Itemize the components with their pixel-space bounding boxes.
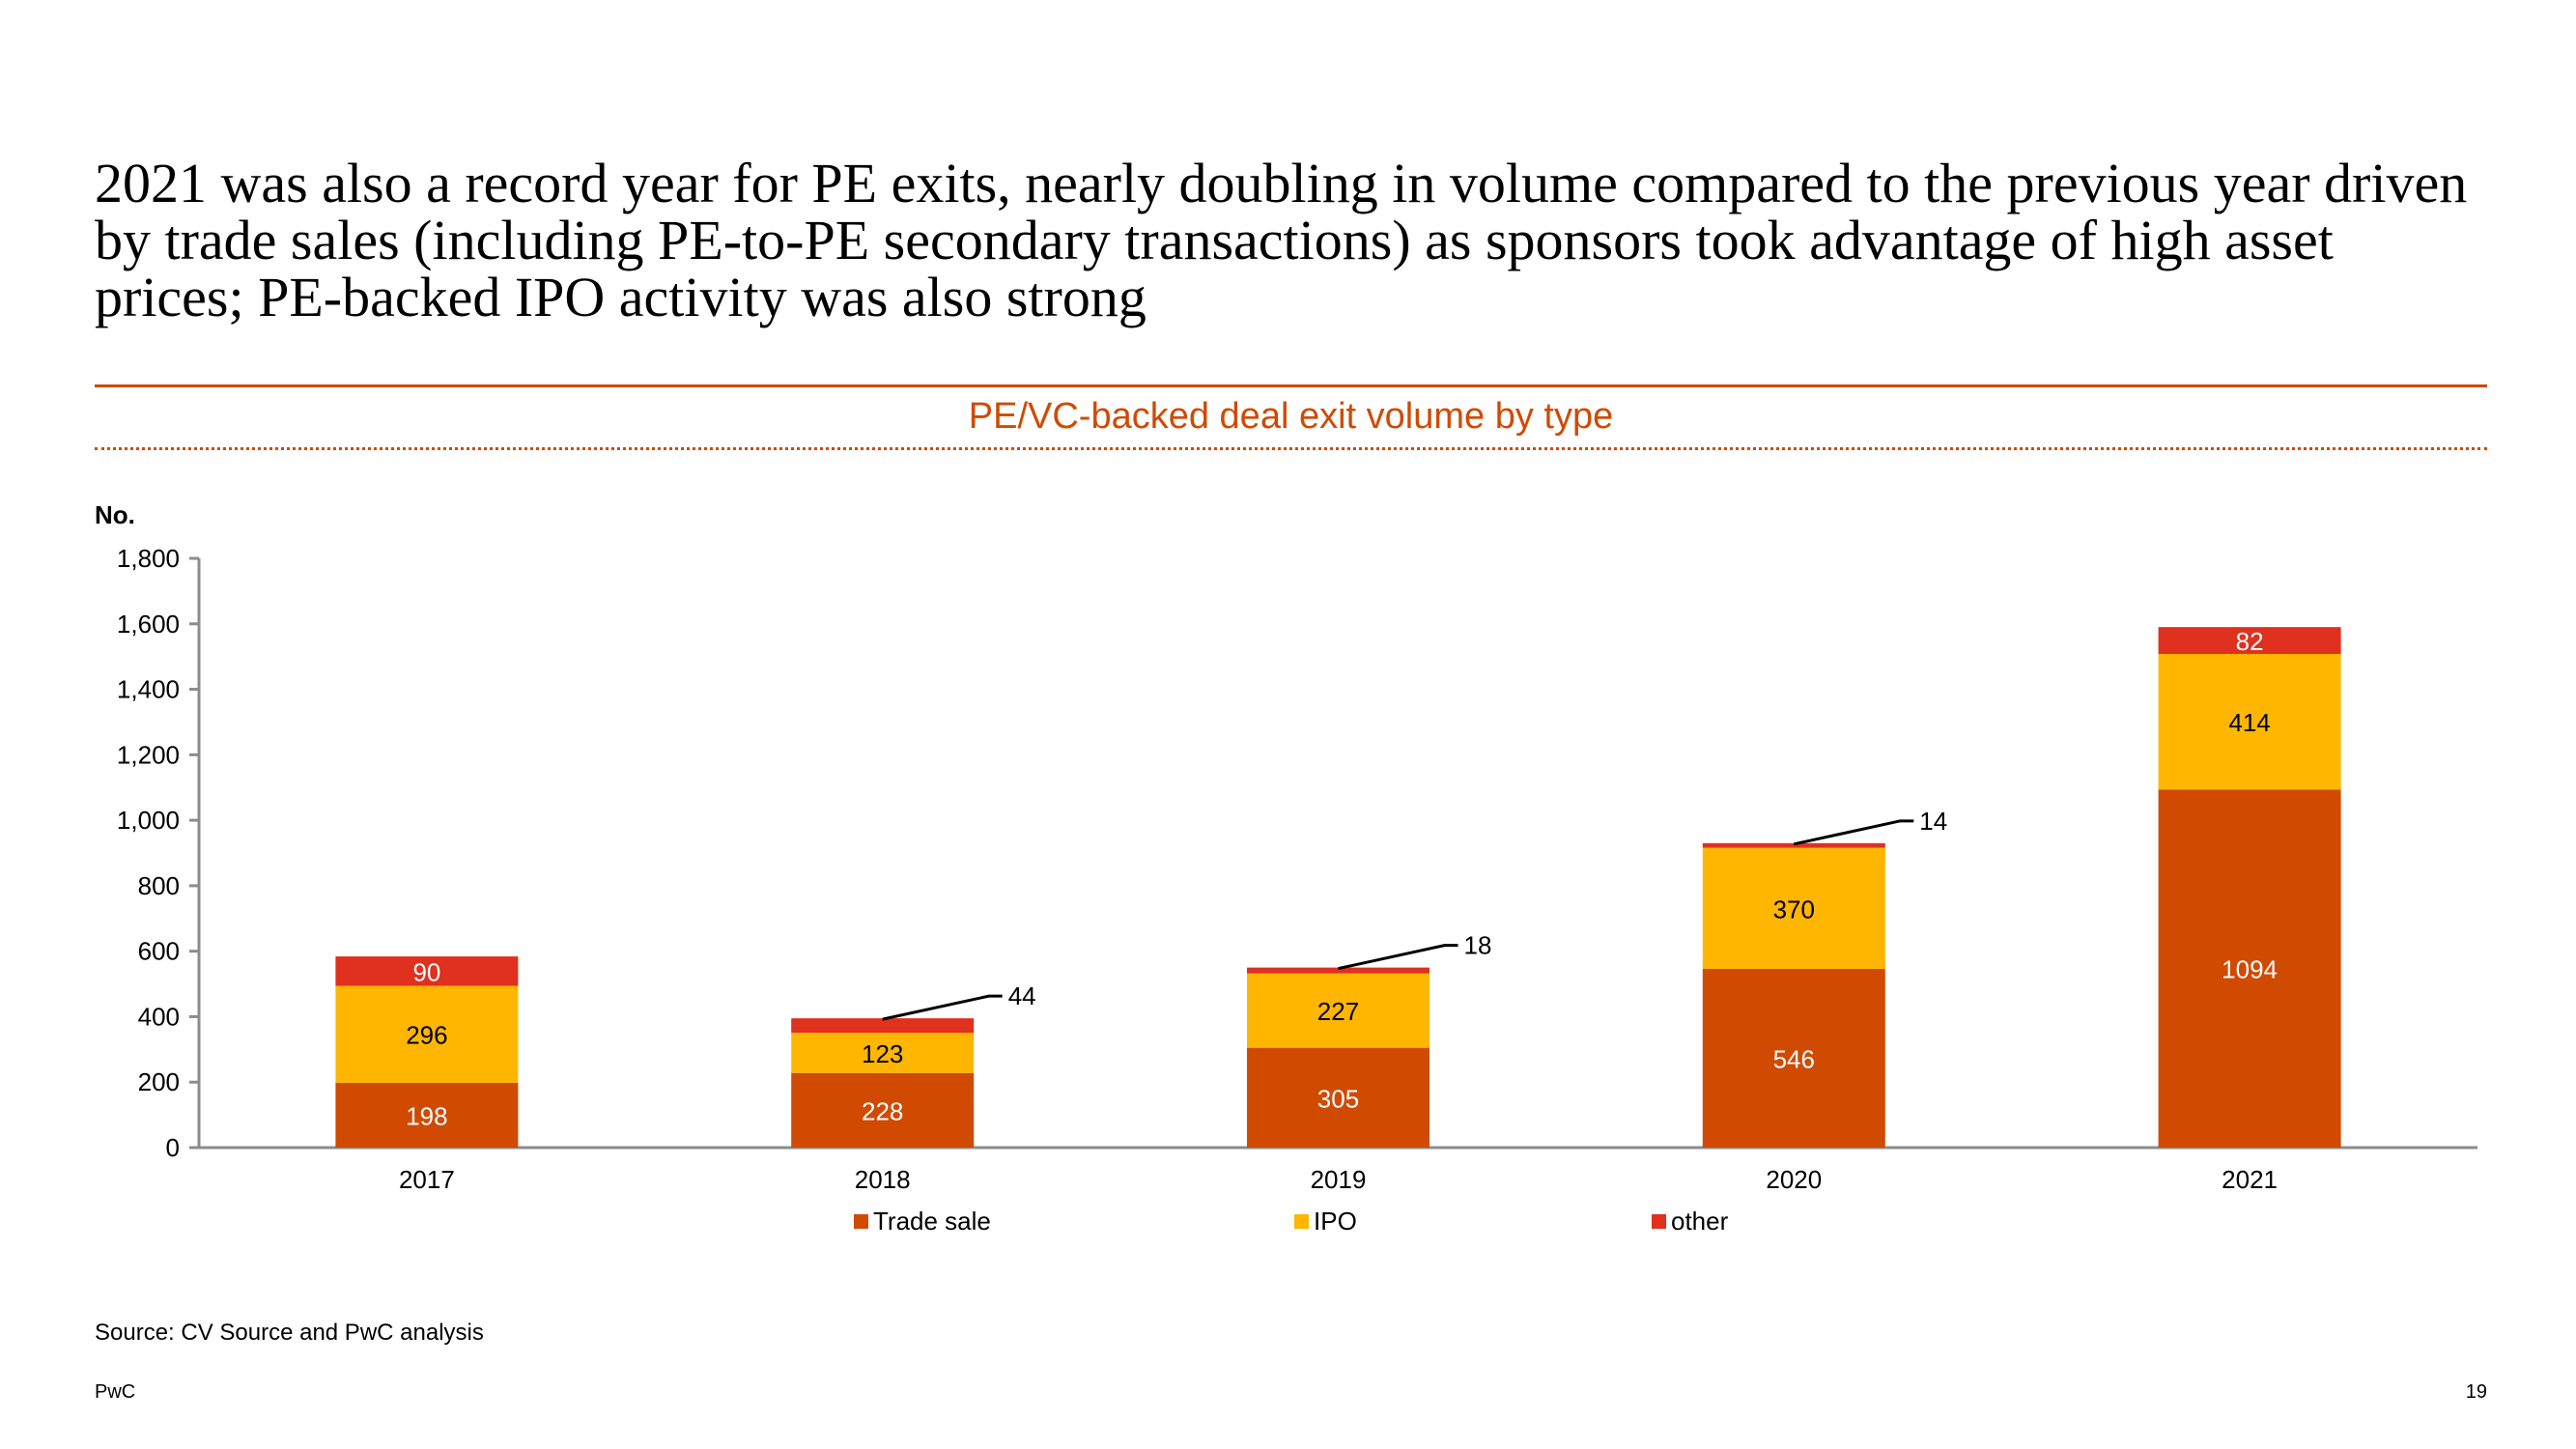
legend-swatch	[854, 1214, 868, 1229]
bar-segment-trade-sale	[791, 1072, 975, 1148]
data-label: 90	[412, 957, 440, 986]
leader-line	[1793, 819, 1914, 846]
y-tick-label: 1,800	[117, 544, 180, 573]
x-tick-label: 2017	[399, 1165, 455, 1194]
data-label: 227	[1317, 997, 1359, 1026]
bar-segment-ipo	[1247, 973, 1430, 1048]
data-label: 82	[2236, 627, 2264, 656]
data-label: 414	[2228, 708, 2270, 737]
y-tick-label: 1,400	[117, 675, 180, 704]
x-tick-label: 2019	[1311, 1165, 1367, 1194]
x-tick-label: 2021	[2222, 1165, 2278, 1194]
data-label: 14	[1919, 807, 1947, 836]
bar-segment-other	[791, 1018, 975, 1034]
legend-label: Trade sale	[873, 1207, 991, 1236]
leader-line	[882, 994, 1003, 1021]
legend-label: other	[1671, 1207, 1729, 1236]
chart-legend: Trade sale IPO other	[854, 1207, 1729, 1236]
y-tick-label: 1,600	[117, 610, 180, 639]
chart-axes: 0 200 400 600 800 1,000 1,200 1,400 1,600 1,800 20…	[117, 544, 2477, 1194]
data-label: 18	[1464, 931, 1492, 960]
data-label: 198	[406, 1101, 447, 1130]
legend-label: IPO	[1314, 1207, 1357, 1236]
data-label: 370	[1773, 895, 1815, 923]
data-label: 305	[1317, 1084, 1359, 1113]
bar-segment-ipo	[335, 985, 519, 1083]
data-label: 546	[1773, 1044, 1815, 1073]
y-tick-label: 0	[166, 1133, 180, 1162]
title-divider-dotted	[95, 447, 2487, 450]
legend-swatch	[1294, 1214, 1309, 1229]
footer-brand: PwC	[95, 1381, 136, 1403]
legend-swatch	[1652, 1214, 1666, 1229]
bar-segment-other	[2158, 627, 2341, 654]
bar-segment-trade-sale	[1702, 968, 1885, 1148]
leader-line	[1338, 944, 1458, 971]
bar-segment-trade-sale	[335, 1082, 519, 1148]
bar-segment-ipo	[1702, 847, 1885, 969]
y-tick-label: 1,000	[117, 806, 180, 835]
bar-segment-trade-sale	[1247, 1047, 1430, 1148]
y-axis-unit-label: No.	[95, 500, 135, 529]
bar-segment-ipo	[791, 1033, 975, 1073]
bar-segment-other	[1247, 967, 1430, 974]
bar-segment-other	[1702, 842, 1885, 848]
data-label: 228	[862, 1096, 903, 1125]
slide-headline: 2021 was also a record year for PE exits…	[95, 152, 2468, 328]
x-tick-label: 2018	[855, 1165, 911, 1194]
y-tick-label: 1,200	[117, 740, 180, 769]
data-label: 296	[406, 1021, 447, 1050]
data-label: 123	[862, 1039, 903, 1068]
data-label: 44	[1008, 981, 1036, 1010]
chart-title: PE/VC-backed deal exit volume by type	[968, 396, 1614, 437]
chart-bars	[335, 627, 2341, 1148]
y-tick-label: 600	[138, 937, 180, 966]
bar-segment-other	[335, 956, 519, 986]
page-number: 19	[2465, 1381, 2487, 1403]
source-note: Source: CV Source and PwC analysis	[95, 1320, 484, 1346]
x-tick-label: 2020	[1766, 1165, 1822, 1194]
bar-segment-ipo	[2158, 653, 2341, 790]
chart-data-labels: 198 296 90 228 123 44 305 227 18 546 370 14 1094 414 8…	[406, 627, 2278, 1130]
y-tick-label: 800	[138, 871, 180, 900]
bar-segment-trade-sale	[2158, 789, 2341, 1148]
y-tick-label: 200	[138, 1067, 180, 1096]
data-label: 1094	[2222, 955, 2278, 984]
title-divider-solid	[95, 384, 2487, 387]
y-tick-label: 400	[138, 1002, 180, 1031]
